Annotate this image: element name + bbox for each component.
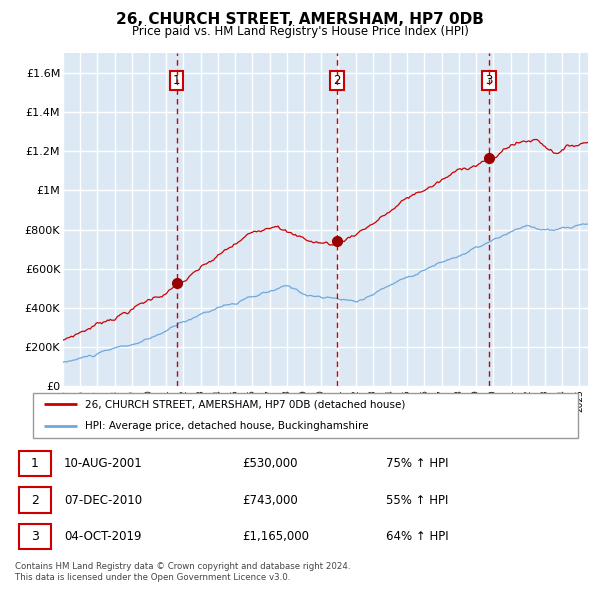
Text: 3: 3	[485, 74, 493, 87]
Text: 2: 2	[333, 74, 341, 87]
Text: 3: 3	[31, 530, 38, 543]
Text: 75% ↑ HPI: 75% ↑ HPI	[386, 457, 449, 470]
Text: 1: 1	[31, 457, 38, 470]
FancyBboxPatch shape	[19, 487, 50, 513]
Text: 64% ↑ HPI: 64% ↑ HPI	[386, 530, 449, 543]
Text: 10-AUG-2001: 10-AUG-2001	[64, 457, 143, 470]
Text: 26, CHURCH STREET, AMERSHAM, HP7 0DB: 26, CHURCH STREET, AMERSHAM, HP7 0DB	[116, 12, 484, 27]
Text: Price paid vs. HM Land Registry's House Price Index (HPI): Price paid vs. HM Land Registry's House …	[131, 25, 469, 38]
Text: 55% ↑ HPI: 55% ↑ HPI	[386, 493, 449, 507]
Text: This data is licensed under the Open Government Licence v3.0.: This data is licensed under the Open Gov…	[15, 573, 290, 582]
Text: 04-OCT-2019: 04-OCT-2019	[64, 530, 142, 543]
Text: £530,000: £530,000	[242, 457, 298, 470]
Text: £1,165,000: £1,165,000	[242, 530, 310, 543]
Text: HPI: Average price, detached house, Buckinghamshire: HPI: Average price, detached house, Buck…	[85, 421, 368, 431]
FancyBboxPatch shape	[19, 451, 50, 476]
Text: Contains HM Land Registry data © Crown copyright and database right 2024.: Contains HM Land Registry data © Crown c…	[15, 562, 350, 571]
Text: 2: 2	[31, 493, 38, 507]
Text: £743,000: £743,000	[242, 493, 298, 507]
Text: 26, CHURCH STREET, AMERSHAM, HP7 0DB (detached house): 26, CHURCH STREET, AMERSHAM, HP7 0DB (de…	[85, 399, 406, 409]
Text: 1: 1	[173, 74, 181, 87]
Text: 07-DEC-2010: 07-DEC-2010	[64, 493, 142, 507]
FancyBboxPatch shape	[19, 524, 50, 549]
FancyBboxPatch shape	[33, 393, 578, 438]
